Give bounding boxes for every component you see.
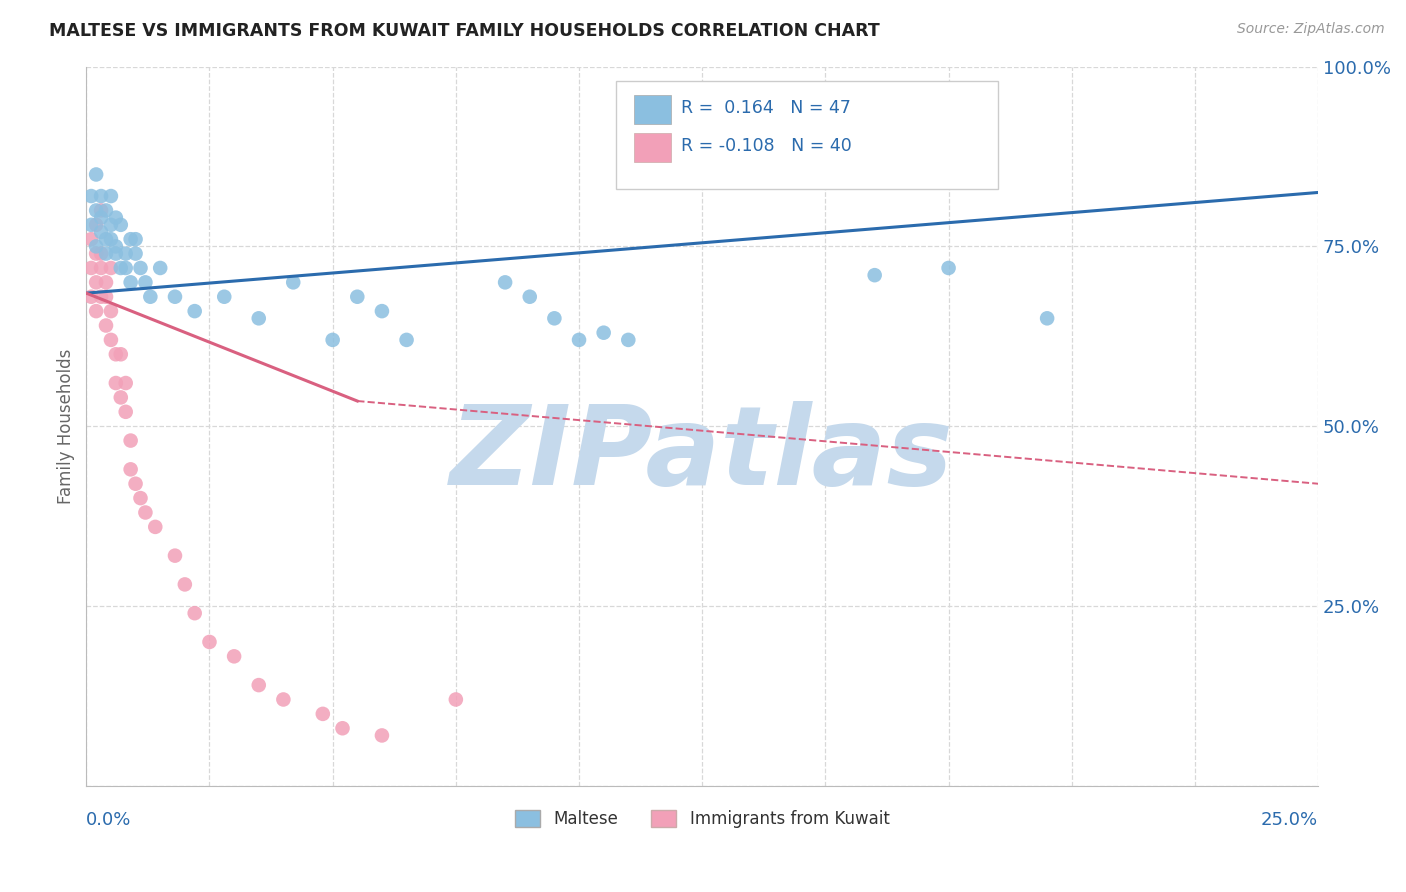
Point [104, 376, 127, 390]
Point [114, 246, 136, 260]
Point [519, 290, 541, 304]
Point [494, 276, 516, 290]
Point [129, 491, 152, 505]
Point [149, 260, 172, 275]
Point [94, 232, 117, 246]
Point [100, 232, 122, 246]
FancyBboxPatch shape [634, 95, 672, 124]
Point [134, 276, 156, 290]
Point [104, 347, 127, 361]
Point [173, 577, 195, 591]
Point [90, 290, 112, 304]
Point [80, 260, 103, 275]
Point [84, 276, 107, 290]
Point [80, 218, 103, 232]
Point [90, 260, 112, 275]
Point [84, 239, 107, 253]
Point [120, 434, 142, 448]
FancyBboxPatch shape [616, 81, 998, 189]
Point [224, 649, 246, 664]
Point [100, 333, 122, 347]
Point [114, 405, 136, 419]
FancyBboxPatch shape [634, 134, 672, 162]
Point [104, 211, 127, 225]
Point [104, 246, 127, 260]
Point [114, 376, 136, 390]
Point [104, 239, 127, 253]
Point [90, 225, 112, 239]
Point [114, 260, 136, 275]
Point [90, 189, 112, 203]
Text: R = -0.108   N = 40: R = -0.108 N = 40 [682, 136, 852, 154]
Point [371, 728, 394, 742]
Point [247, 678, 270, 692]
Point [143, 520, 166, 534]
Point [124, 476, 146, 491]
Point [94, 318, 117, 333]
Point [84, 218, 107, 232]
Point [120, 276, 142, 290]
Point [332, 721, 354, 735]
Text: MALTESE VS IMMIGRANTS FROM KUWAIT FAMILY HOUSEHOLDS CORRELATION CHART: MALTESE VS IMMIGRANTS FROM KUWAIT FAMILY… [49, 22, 880, 40]
Point [120, 232, 142, 246]
Point [444, 692, 467, 706]
Point [100, 189, 122, 203]
Text: 0.0%: 0.0% [86, 812, 132, 830]
Point [183, 606, 205, 620]
Point [1036, 311, 1059, 326]
Point [592, 326, 614, 340]
Point [100, 260, 122, 275]
Point [543, 311, 565, 326]
Y-axis label: Family Households: Family Households [58, 349, 75, 504]
Point [94, 246, 117, 260]
Point [273, 692, 295, 706]
Text: R =  0.164   N = 47: R = 0.164 N = 47 [682, 99, 851, 117]
Point [84, 168, 107, 182]
Point [124, 246, 146, 260]
Point [863, 268, 886, 282]
Point [617, 333, 640, 347]
Point [110, 347, 132, 361]
Point [198, 635, 221, 649]
Point [139, 290, 162, 304]
Point [312, 706, 335, 721]
Point [84, 304, 107, 318]
Point [94, 276, 117, 290]
Point [938, 260, 960, 275]
Point [94, 290, 117, 304]
Point [163, 549, 186, 563]
Point [124, 232, 146, 246]
Point [247, 311, 270, 326]
Point [110, 260, 132, 275]
Text: 25.0%: 25.0% [1261, 812, 1319, 830]
Point [100, 218, 122, 232]
Point [183, 304, 205, 318]
Point [94, 203, 117, 218]
Point [322, 333, 344, 347]
Point [283, 276, 305, 290]
Point [110, 218, 132, 232]
Point [90, 211, 112, 225]
Point [371, 304, 394, 318]
Point [100, 304, 122, 318]
Point [90, 246, 112, 260]
Point [568, 333, 591, 347]
Point [80, 232, 103, 246]
Point [129, 260, 152, 275]
Text: Source: ZipAtlas.com: Source: ZipAtlas.com [1237, 22, 1385, 37]
Point [214, 290, 236, 304]
Text: ZIPatlas: ZIPatlas [450, 401, 955, 508]
Point [346, 290, 368, 304]
Point [90, 203, 112, 218]
Point [163, 290, 186, 304]
Point [80, 290, 103, 304]
Point [395, 333, 418, 347]
Point [110, 391, 132, 405]
Point [120, 462, 142, 476]
Point [84, 246, 107, 260]
Point [134, 506, 156, 520]
Legend: Maltese, Immigrants from Kuwait: Maltese, Immigrants from Kuwait [508, 804, 896, 835]
Point [84, 203, 107, 218]
Point [80, 189, 103, 203]
